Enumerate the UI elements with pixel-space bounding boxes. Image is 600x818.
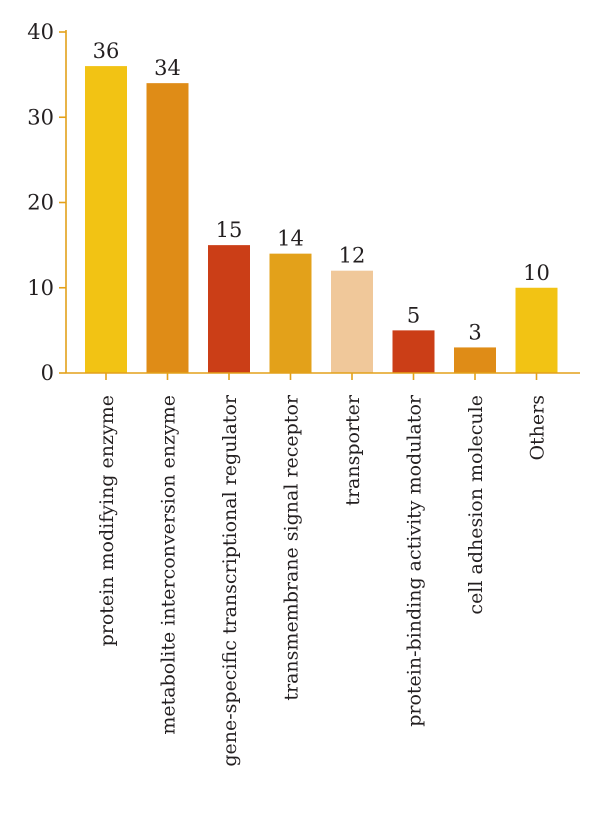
y-tick-label-30: 30: [27, 105, 54, 129]
data-label-1: 36: [93, 39, 120, 63]
data-label-5: 12: [339, 244, 366, 268]
bar-7: [454, 347, 496, 373]
category-label-8: Others: [527, 395, 549, 461]
y-tick-label-20: 20: [27, 191, 54, 215]
bar-2: [146, 83, 189, 374]
data-label-7: 3: [468, 320, 481, 344]
axes-layer: [59, 30, 580, 380]
category-label-3: gene-specific transcriptional regulator: [219, 394, 241, 767]
labels-layer: 36 protein modifying enzyme 34 metabolite i…: [27, 20, 550, 767]
bars-layer: [85, 66, 558, 374]
y-tick-label-0: 0: [41, 361, 54, 385]
bar-4: [269, 253, 312, 373]
bar-3: [208, 245, 250, 373]
data-label-3: 15: [216, 218, 243, 242]
bar-8: [515, 287, 558, 373]
y-tick-label-10: 10: [27, 276, 54, 300]
bar-6: [392, 330, 435, 373]
category-label-6: protein-binding activity modulator: [404, 394, 426, 727]
category-label-4: transmembrane signal receptor: [281, 394, 303, 701]
y-tick-label-40: 40: [27, 20, 54, 44]
category-label-5: transporter: [342, 394, 364, 506]
category-label-1: protein modifying enzyme: [96, 395, 118, 646]
data-label-4: 14: [277, 227, 304, 251]
category-label-7: cell adhesion molecule: [465, 395, 487, 615]
data-label-8: 10: [523, 261, 550, 285]
bar-5: [331, 270, 373, 373]
category-label-2: metabolite interconversion enzyme: [158, 395, 180, 735]
data-label-6: 5: [407, 303, 420, 327]
data-label-2: 34: [154, 56, 181, 80]
bar-1: [85, 66, 127, 373]
